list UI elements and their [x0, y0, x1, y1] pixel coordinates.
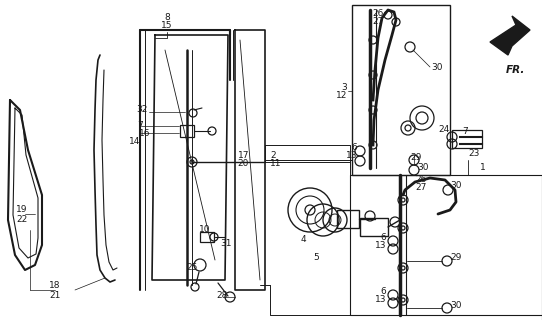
Text: 31: 31 [220, 238, 232, 247]
Text: 2: 2 [270, 150, 276, 159]
Text: FR.: FR. [505, 65, 525, 75]
Text: 27: 27 [372, 17, 384, 26]
Text: 22: 22 [16, 215, 28, 225]
Text: 26: 26 [415, 174, 427, 183]
Bar [337, 210, 359, 228]
Text: 25: 25 [186, 263, 198, 273]
Text: 19: 19 [16, 205, 28, 214]
Text: 8: 8 [164, 13, 170, 22]
Text: 12: 12 [335, 91, 347, 100]
Text: 6: 6 [380, 287, 386, 297]
Text: 10: 10 [199, 226, 211, 235]
Bar [452, 130, 482, 148]
Text: 21: 21 [49, 291, 61, 300]
Text: 30: 30 [450, 181, 461, 190]
Text: 5: 5 [313, 253, 319, 262]
Text: 11: 11 [270, 158, 281, 167]
Text: 6: 6 [380, 234, 386, 243]
Polygon shape [490, 16, 530, 55]
Text: 7: 7 [137, 121, 143, 130]
Text: 3: 3 [341, 83, 347, 92]
Text: 16: 16 [139, 129, 150, 138]
Text: 32: 32 [137, 106, 148, 115]
Text: 30: 30 [450, 300, 461, 309]
Bar [352, 5, 450, 175]
Text: 6: 6 [351, 142, 357, 151]
Text: 14: 14 [128, 137, 140, 146]
Text: 30: 30 [431, 62, 443, 71]
Text: 18: 18 [49, 281, 61, 290]
Bar [180, 125, 194, 137]
Bar [200, 232, 214, 242]
Text: 23: 23 [468, 149, 479, 158]
Text: 27: 27 [415, 182, 427, 191]
Text: 20: 20 [237, 158, 249, 167]
Text: 17: 17 [237, 150, 249, 159]
Text: 30: 30 [417, 163, 429, 172]
Text: 15: 15 [162, 21, 173, 30]
Text: 13: 13 [345, 150, 357, 159]
Text: 29: 29 [410, 153, 421, 162]
Bar [360, 218, 388, 236]
Text: 7: 7 [462, 127, 468, 137]
Text: 26: 26 [372, 9, 384, 18]
Text: 29: 29 [450, 252, 461, 261]
Text: 24: 24 [438, 125, 449, 134]
Text: 13: 13 [375, 242, 386, 251]
Text: 28: 28 [216, 291, 228, 300]
Text: 13: 13 [375, 295, 386, 305]
Text: 1: 1 [480, 163, 486, 172]
Text: 4: 4 [300, 236, 306, 244]
